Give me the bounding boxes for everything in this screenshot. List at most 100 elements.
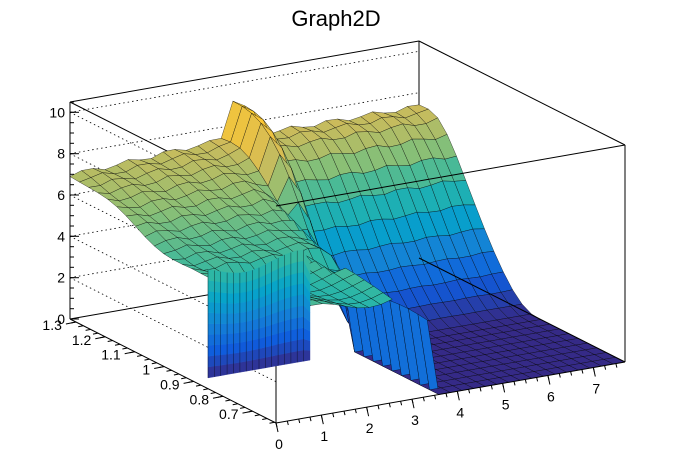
plateau-wall-cell <box>239 271 247 284</box>
x-minor-tick <box>332 412 335 418</box>
y-minor-tick <box>210 392 216 394</box>
x-tick-label: 2 <box>366 420 374 436</box>
y-tick-label: 1.3 <box>42 317 62 333</box>
plateau-wall-cell <box>207 290 215 303</box>
x-minor-tick <box>536 377 539 382</box>
plateau-wall-cell <box>297 249 304 263</box>
x-tick-label: 3 <box>411 412 419 428</box>
plateau-wall-cell <box>290 261 298 275</box>
plateau-wall-cell <box>233 362 241 374</box>
plateau-wall-cell <box>290 350 298 364</box>
plateau-wall-cell <box>258 357 266 370</box>
plateau-wall-cell <box>207 323 215 335</box>
plateau-wall-cell <box>277 320 285 334</box>
plateau-wall-cell <box>220 333 228 345</box>
x-minor-tick <box>502 383 505 388</box>
x-minor-tick <box>320 414 323 420</box>
frame-edge <box>418 40 626 146</box>
plateau-wall-cell <box>297 260 304 274</box>
x-minor-tick <box>411 399 414 404</box>
plateau-wall-cell <box>252 338 260 351</box>
plateau-wall-cell <box>271 343 279 357</box>
plateau-wall-cell <box>271 333 279 346</box>
plateau-wall-cell <box>239 341 247 353</box>
y-minor-tick <box>247 410 253 413</box>
plateau-wall-cell <box>245 299 253 312</box>
y-minor-tick <box>159 366 165 368</box>
y-minor-tick <box>195 384 202 387</box>
plateau-wall-cell <box>226 333 234 345</box>
plateau-wall-cell <box>245 289 253 302</box>
plateau-wall-cell <box>207 280 215 293</box>
plateau-wall-cell <box>233 342 241 354</box>
plateau-wall-cell <box>271 354 279 367</box>
x-minor-tick <box>434 395 437 400</box>
plateau-wall-cell <box>297 349 304 363</box>
plateau-wall-cell <box>239 291 247 303</box>
plateau-wall-cell <box>252 318 260 331</box>
plateau-wall-cell <box>220 353 228 366</box>
plateau-wall-cell <box>226 272 234 284</box>
x-minor-tick <box>581 369 584 374</box>
plateau-wall-cell <box>252 358 260 371</box>
frame-edge <box>69 40 420 103</box>
plateau-wall-cell <box>252 348 260 361</box>
frame-edge <box>275 361 626 424</box>
z-tick-label: 6 <box>57 187 65 203</box>
plateau-wall-cell <box>226 353 234 365</box>
plateau-wall-cell <box>265 355 272 369</box>
plateau-wall-cell <box>284 318 292 332</box>
plateau-wall-cell <box>290 283 298 298</box>
plateau-wall-cell <box>297 282 304 296</box>
plateau-wall-cell <box>239 281 247 294</box>
plateau-wall-cell <box>214 270 221 283</box>
plateau-wall-cell <box>233 322 241 334</box>
plateau-wall-cell <box>226 343 234 355</box>
y-minor-tick <box>269 421 275 424</box>
plateau-wall-cell <box>233 332 241 344</box>
plateau-wall-cell <box>207 301 215 314</box>
plateau-wall-cell <box>233 292 241 304</box>
plateau-wall-cell <box>220 271 228 284</box>
plateau-wall-cell <box>245 329 253 342</box>
plateau-wall-cell <box>284 296 292 310</box>
plateau-wall-cell <box>220 323 228 335</box>
x-minor-tick <box>309 416 312 422</box>
grid-line <box>69 216 420 279</box>
z-tick-label: 10 <box>49 104 65 120</box>
y-minor-tick <box>181 377 187 380</box>
plateau-wall-cell <box>245 349 253 362</box>
z-tick-label: 4 <box>57 228 65 244</box>
x-tick-label: 7 <box>592 381 600 397</box>
plateau-wall-cell <box>303 349 311 362</box>
y-tick-label: 0.7 <box>219 406 239 422</box>
plateau-wall-cell <box>207 334 215 346</box>
plateau-wall-cell <box>207 312 215 324</box>
x-minor-tick <box>422 397 425 402</box>
y-minor-tick <box>114 343 121 346</box>
x-tick-label: 1 <box>320 428 328 444</box>
plateau-wall-cell <box>226 323 234 335</box>
plateau-wall-cell <box>245 279 253 293</box>
plateau-wall-cell <box>233 272 241 284</box>
y-minor-tick <box>107 340 113 342</box>
plateau-wall-cell <box>290 272 298 286</box>
plateau-wall-cell <box>239 311 247 323</box>
x-minor-tick <box>343 410 346 416</box>
plateau-wall-cell <box>277 331 285 345</box>
x-tick-label: 6 <box>547 389 555 405</box>
x-minor-tick <box>615 363 618 368</box>
y-minor-tick <box>166 369 172 372</box>
plateau-wall-cell <box>265 345 272 358</box>
plateau-wall-cell <box>290 306 298 320</box>
plateau-wall-cell <box>239 361 247 373</box>
plateau-wall-cell <box>214 354 221 367</box>
x-minor-tick <box>558 373 561 378</box>
plateau-wall-cell <box>220 313 228 324</box>
plateau-wall-cell <box>277 353 285 366</box>
plateau-wall-cell <box>226 312 234 324</box>
x-minor-tick <box>298 418 301 424</box>
x-minor-tick <box>377 405 380 410</box>
y-minor-tick <box>144 358 150 361</box>
